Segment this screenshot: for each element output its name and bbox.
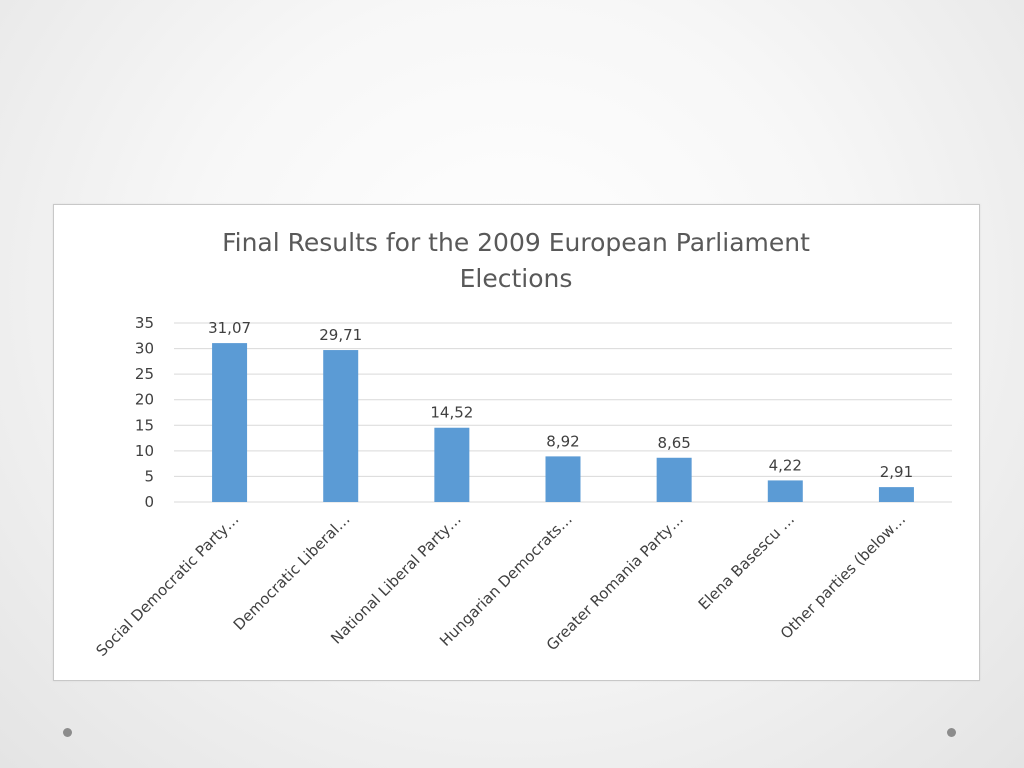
x-category-label: National Liberal Party… (327, 510, 464, 647)
data-label: 4,22 (769, 456, 802, 474)
data-label: 29,71 (319, 326, 362, 344)
y-tick-label: 5 (144, 467, 154, 485)
chart-title-line-2: Elections (460, 264, 573, 293)
x-category-label: Elena Basescu … (695, 510, 798, 613)
y-tick-label: 15 (135, 416, 154, 434)
y-tick-label: 35 (135, 314, 154, 332)
bullet-dot-icon (947, 728, 956, 737)
bar-chart: Final Results for the 2009 European Parl… (93, 228, 952, 660)
data-labels: 31,07 29,71 14,52 8,92 8,65 4,22 2,91 (208, 319, 913, 481)
y-tick-label: 30 (135, 340, 154, 358)
x-category-label: Social Democratic Party… (93, 510, 243, 660)
bar (212, 343, 248, 502)
bar (434, 427, 470, 502)
bar (878, 487, 914, 502)
gridlines (174, 322, 952, 503)
data-label: 14,52 (430, 404, 473, 422)
x-category-label: Other parties (below… (777, 510, 909, 642)
y-tick-label: 0 (144, 493, 154, 511)
chart-title: Final Results for the 2009 European Parl… (222, 228, 810, 293)
bar (656, 457, 692, 502)
x-category-label: Democratic Liberal… (230, 510, 354, 634)
bars (212, 343, 914, 502)
bar (545, 456, 581, 502)
bar (323, 350, 359, 502)
chart-title-line-1: Final Results for the 2009 European Parl… (222, 228, 810, 257)
y-tick-label: 10 (135, 442, 154, 460)
bar (767, 480, 803, 502)
data-label: 2,91 (880, 463, 913, 481)
data-label: 8,92 (546, 432, 579, 450)
y-tick-label: 25 (135, 365, 154, 383)
x-axis-categories: Social Democratic Party…Democratic Liber… (93, 510, 910, 660)
data-label: 31,07 (208, 319, 251, 337)
y-tick-label: 20 (135, 391, 154, 409)
data-label: 8,65 (657, 434, 690, 452)
bullet-dot-icon (63, 728, 72, 737)
y-axis-ticks: 0 5 10 15 20 25 30 35 (135, 314, 154, 511)
chart-frame: Final Results for the 2009 European Parl… (53, 204, 980, 681)
